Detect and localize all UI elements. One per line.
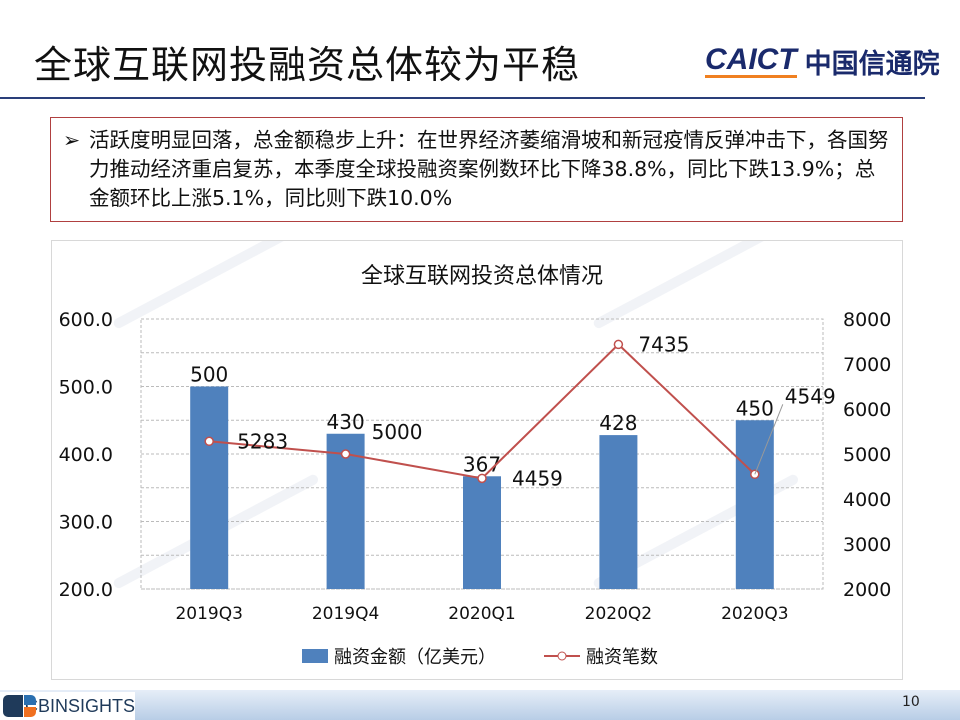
footer-bar [0, 690, 960, 720]
bullet-arrow-icon: ➢ [63, 128, 81, 152]
line-data-label: 7435 [638, 332, 689, 356]
bar [735, 420, 774, 589]
y-right-tick: 2000 [843, 579, 891, 601]
cb-logo-text: CBINSIGHTS [24, 695, 135, 716]
watermark-mark [113, 241, 319, 329]
legend-label: 融资笔数 [586, 647, 658, 668]
bar-data-label: 430 [327, 410, 365, 434]
summary-box: ➢ 活跃度明显回落，总金额稳步上升：在世界经济萎缩滑坡和新冠疫情反弹冲击下，各国… [50, 117, 903, 222]
y-left-tick: 600.0 [59, 309, 113, 331]
chart-container: 全球互联网投资总体情况 200.0 300.0 400.0 500.0 600.0 2000… [51, 240, 903, 680]
y-right-tick: 3000 [843, 534, 891, 556]
bar [599, 435, 638, 589]
logo-en: CAICT [705, 43, 797, 78]
bar [463, 476, 501, 589]
bar-data-label: 367 [463, 452, 501, 476]
line-data-label: 5000 [372, 420, 423, 444]
x-tick-label: 2020Q3 [721, 604, 788, 624]
y-left-tick: 300.0 [59, 512, 113, 534]
x-tick-label: 2020Q2 [585, 604, 652, 624]
x-tick-label: 2019Q4 [312, 604, 379, 624]
title-divider [0, 97, 925, 99]
page-title: 全球互联网投融资总体较为平稳 [34, 43, 581, 87]
x-tick-label: 2019Q3 [175, 604, 242, 624]
y-right-tick: 7000 [843, 354, 891, 376]
y-left-tick: 200.0 [59, 579, 113, 601]
line-point [477, 473, 487, 484]
leader-line [754, 404, 784, 475]
logo-cn: 中国信通院 [804, 49, 940, 80]
combo-chart: 全球互联网投资总体情况 200.0 300.0 400.0 500.0 600.0 2000… [59, 241, 891, 668]
bar-data-label: 450 [736, 396, 774, 420]
line-point [613, 339, 624, 350]
legend-swatch-bar [302, 649, 328, 663]
y-right-tick: 4000 [843, 489, 891, 511]
y-right-tick: 8000 [843, 309, 891, 331]
line-point [340, 449, 351, 459]
bar-data-label: 428 [599, 411, 637, 435]
line-data-label: 4459 [512, 466, 563, 490]
summary-text: 活跃度明显回落，总金额稳步上升：在世界经济萎缩滑坡和新冠疫情反弹冲击下，各国努力… [89, 128, 889, 210]
bar [326, 433, 365, 589]
line-data-label: 5283 [237, 429, 288, 453]
watermark-mark [593, 241, 799, 329]
bar-data-label: 500 [190, 363, 228, 387]
legend-label: 融资金额（亿美元） [334, 647, 496, 668]
cb-logo-mark-icon [3, 695, 36, 717]
y-right-tick: 5000 [843, 444, 891, 466]
x-tick-label: 2020Q1 [448, 604, 515, 624]
cbinsights-logo: CBINSIGHTS [0, 692, 135, 720]
caict-logo: CAICT 中国信通院 [705, 42, 940, 81]
line-point [204, 436, 214, 447]
bar [190, 386, 229, 589]
y-right-tick: 6000 [843, 399, 891, 421]
chart-title: 全球互联网投资总体情况 [361, 264, 603, 289]
page-number: 10 [902, 694, 920, 710]
line-data-label: 4549 [785, 384, 836, 408]
y-left-tick: 500.0 [59, 377, 113, 399]
legend-marker [557, 651, 567, 661]
y-left-tick: 400.0 [59, 444, 113, 466]
